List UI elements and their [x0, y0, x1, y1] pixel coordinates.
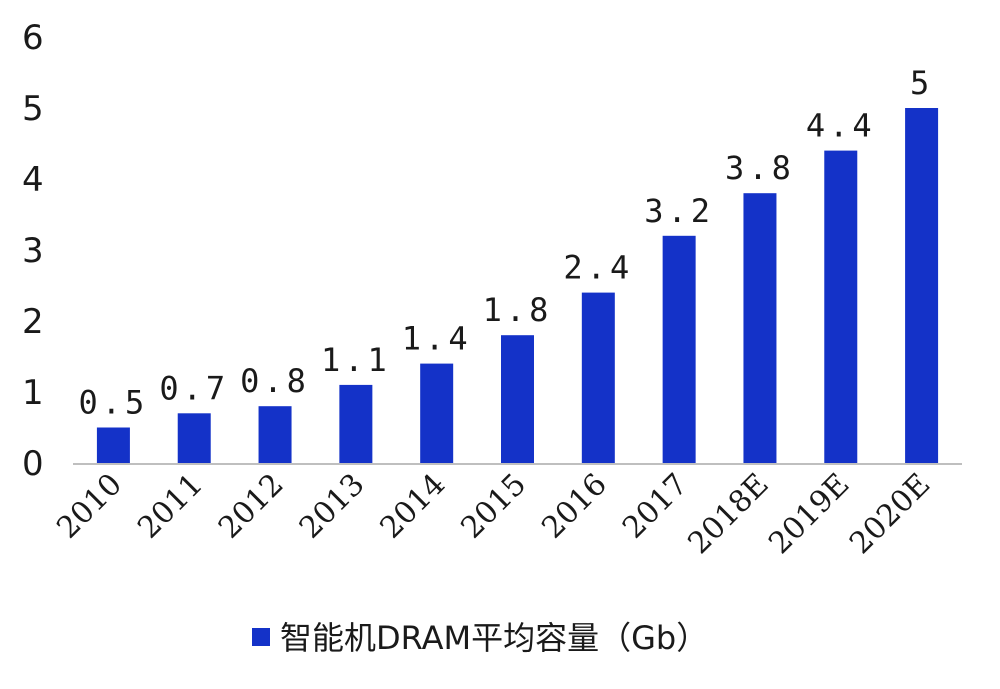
- data-label: 5: [910, 64, 933, 102]
- bar: [258, 406, 292, 463]
- data-label: 1.8: [483, 291, 553, 329]
- data-label: 1.4: [402, 320, 472, 358]
- bar: [420, 363, 454, 463]
- x-tick-label: 2014: [374, 467, 453, 546]
- x-tick-label: 2013: [293, 467, 372, 546]
- y-tick-label: 3: [22, 231, 44, 271]
- data-label: 3.8: [725, 149, 795, 187]
- y-tick-label: 6: [22, 18, 44, 58]
- y-tick-label: 4: [22, 160, 44, 200]
- data-label: 3.2: [644, 192, 714, 230]
- data-label: 0.5: [79, 384, 149, 422]
- y-axis: 0 1 2 3 4 5 6: [22, 18, 44, 484]
- data-label: 4.4: [806, 107, 876, 145]
- x-tick-label: 2015: [454, 467, 533, 546]
- data-label: 1.1: [321, 341, 391, 379]
- x-tick-label: 2012: [212, 467, 291, 546]
- bar: [339, 384, 373, 463]
- data-label: 0.7: [159, 369, 229, 407]
- legend-label: 智能机DRAM平均容量（Gb）: [280, 619, 708, 657]
- bar: [177, 413, 211, 463]
- y-tick-label: 1: [22, 373, 44, 413]
- bar: [501, 335, 534, 463]
- x-tick-label: 2018E: [681, 467, 775, 561]
- data-label: 0.8: [240, 362, 310, 400]
- y-tick-label: 5: [22, 89, 44, 129]
- bar: [581, 292, 615, 463]
- x-tick-label: 2020E: [843, 467, 937, 561]
- x-tick-label: 2010: [50, 467, 129, 546]
- legend-swatch: [252, 628, 270, 646]
- y-tick-label: 2: [22, 302, 44, 342]
- data-label: 2.4: [563, 249, 633, 287]
- bar: [743, 193, 777, 463]
- bar: [96, 427, 130, 463]
- y-tick-label: 0: [22, 444, 44, 484]
- x-axis: 2010 2011 2012 2013 2014 2015 2016 20172018E201…: [50, 467, 937, 561]
- x-tick-label: 2011: [131, 467, 210, 546]
- x-tick-label: 2019E: [762, 467, 856, 561]
- bar: [662, 235, 696, 463]
- bar: [905, 108, 939, 463]
- data-labels: 0.5 0.7 0.8 1.1 1.4 1.8 2.4 3.2 3.8 4.4 5: [79, 64, 933, 422]
- legend: 智能机DRAM平均容量（Gb）: [252, 619, 708, 657]
- x-tick-label: 2016: [535, 467, 614, 546]
- bar-series: [96, 108, 939, 463]
- bar: [824, 150, 858, 463]
